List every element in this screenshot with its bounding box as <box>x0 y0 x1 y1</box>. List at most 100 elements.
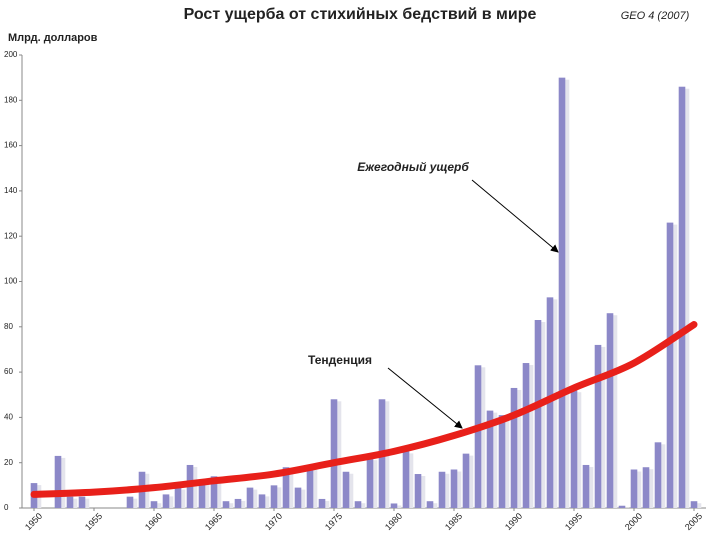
bar-shadow <box>262 496 270 508</box>
bar <box>234 498 242 508</box>
bar <box>270 485 278 508</box>
bar <box>162 494 170 508</box>
y-tick-label: 140 <box>4 186 18 195</box>
bar <box>282 467 290 508</box>
bar-shadow <box>274 487 282 508</box>
bar-shadow <box>442 473 450 508</box>
x-tick-label: 1990 <box>503 511 524 532</box>
bar-shadow <box>226 503 234 508</box>
bar <box>666 222 674 509</box>
bar-shadow <box>82 498 90 508</box>
y-tick-label: 160 <box>4 141 18 150</box>
y-tick-label: 120 <box>4 231 18 240</box>
bar-shadow <box>526 365 534 508</box>
bar <box>414 474 422 508</box>
bar <box>126 496 134 508</box>
bar <box>642 467 650 508</box>
bar-shadow <box>466 455 474 508</box>
bar <box>150 501 158 508</box>
x-tick-label: 1985 <box>443 511 464 532</box>
bar <box>222 501 230 508</box>
bar <box>258 494 266 508</box>
bar <box>678 86 686 509</box>
bar-shadow <box>190 466 198 508</box>
bar <box>618 505 626 508</box>
bar-shadow <box>682 88 690 509</box>
x-tick-label: 1995 <box>563 511 584 532</box>
y-tick-label: 200 <box>4 50 18 59</box>
bar-shadow <box>406 453 414 508</box>
x-tick-label: 1965 <box>203 511 224 532</box>
bar <box>366 458 374 508</box>
bar-shadow <box>166 496 174 508</box>
bar <box>510 387 518 508</box>
bar-shadow <box>550 299 558 508</box>
bar-shadow <box>58 457 66 508</box>
bar <box>594 344 602 508</box>
x-tick-label: 1955 <box>83 511 104 532</box>
y-tick-label: 40 <box>4 413 13 422</box>
trend-line <box>30 321 698 498</box>
bar <box>294 487 302 508</box>
bar-shadow <box>202 482 210 508</box>
bar-shadow <box>238 500 246 508</box>
bar <box>558 77 566 509</box>
bar <box>474 365 482 508</box>
x-tick-label: 1960 <box>143 511 164 532</box>
bar <box>438 471 446 508</box>
bar <box>174 487 182 508</box>
bar <box>198 480 206 508</box>
bar-shadow <box>502 417 510 508</box>
bar <box>498 415 506 508</box>
x-tick-label: 2005 <box>683 511 704 532</box>
bar-shadow <box>334 401 342 508</box>
bar-shadow <box>490 412 498 508</box>
bar <box>426 501 434 508</box>
bar <box>630 469 638 508</box>
bar-shadow <box>418 476 426 508</box>
bar-shadow <box>574 392 582 508</box>
bar-shadow <box>430 503 438 508</box>
source: GEO 4 (2007) <box>621 10 690 22</box>
bar-shadow <box>310 469 318 508</box>
y-axis-label: Млрд. долларов <box>8 32 98 44</box>
y-tick-label: 80 <box>4 322 13 331</box>
annotation: Тенденция <box>308 353 372 367</box>
bar-shadow <box>658 444 666 508</box>
bar <box>690 501 698 508</box>
bar-shadow <box>358 503 366 508</box>
bar-shadow <box>478 367 486 508</box>
bar <box>606 313 614 508</box>
chart-title: Рост ущерба от стихийных бедствий в мире <box>184 6 537 23</box>
bar-shadow <box>538 322 546 508</box>
bar-shadow <box>130 498 138 508</box>
bar <box>78 496 86 508</box>
bar <box>654 442 662 508</box>
annotation-arrow <box>387 367 463 429</box>
bar-shadow <box>346 473 354 508</box>
x-tick-label: 1975 <box>323 511 344 532</box>
bar-shadow <box>394 505 402 508</box>
bar-shadow <box>514 389 522 508</box>
bar <box>210 476 218 508</box>
bar-shadow <box>214 478 222 508</box>
bar <box>390 503 398 508</box>
annotation-arrow <box>471 179 559 253</box>
bar-shadow <box>70 498 78 508</box>
y-tick-label: 20 <box>4 458 13 467</box>
bar-shadow <box>370 460 378 508</box>
bar <box>534 320 542 508</box>
x-tick-label: 1970 <box>263 511 284 532</box>
x-tick-label: 2000 <box>623 511 644 532</box>
x-tick-label: 1950 <box>23 511 44 532</box>
bar-shadow <box>610 315 618 508</box>
bar <box>462 453 470 508</box>
bar <box>582 464 590 508</box>
bar <box>570 390 578 508</box>
y-tick-label: 180 <box>4 95 18 104</box>
bar-shadow <box>586 466 594 508</box>
y-tick-label: 60 <box>4 367 13 376</box>
bar <box>66 496 74 508</box>
bar-shadow <box>250 489 258 508</box>
